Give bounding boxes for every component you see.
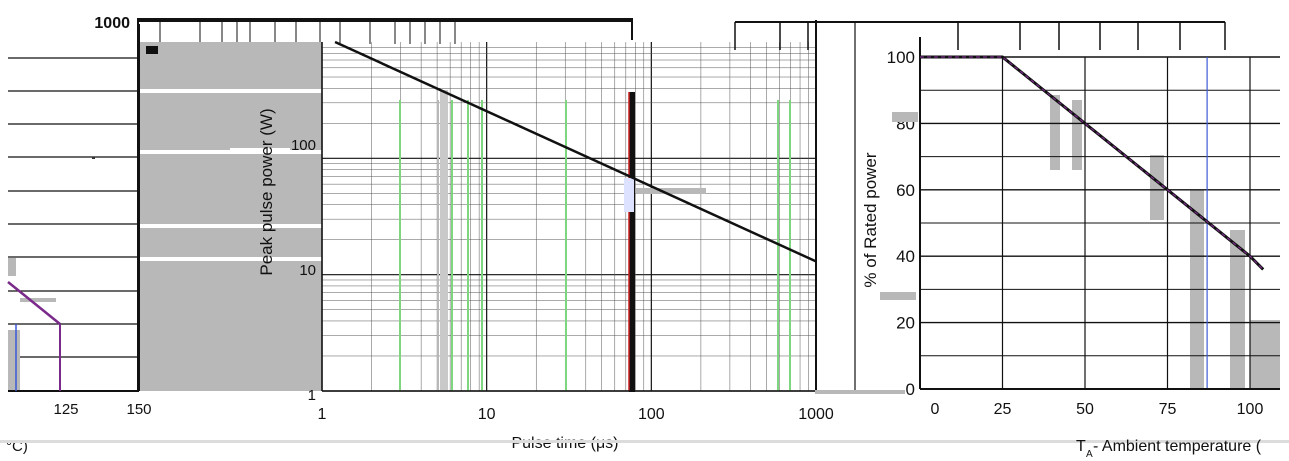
- shaded-block: [1072, 100, 1082, 170]
- x-tick-label: 75: [1159, 401, 1177, 418]
- x-tick-label: 100: [638, 406, 665, 423]
- shaded-block: [815, 390, 905, 394]
- shaded-block: [1230, 230, 1245, 390]
- pulse-power-curve: [334, 40, 817, 263]
- y-tick-label: 1000: [94, 15, 130, 32]
- shaded-block: [8, 258, 16, 276]
- left-derating-chart: 125 150°C): [6, 24, 152, 455]
- white-stripe: [230, 148, 290, 151]
- x-axis-label: T: [1076, 438, 1086, 455]
- shaded-block: [8, 330, 20, 390]
- shaded-region: [140, 42, 322, 391]
- x-tick-label: 150: [126, 401, 151, 418]
- y-axis-label: % of Rated power: [861, 152, 880, 287]
- shaded-block: [1190, 190, 1204, 390]
- shaded-block: [1050, 95, 1060, 170]
- y-tick-label: 100: [291, 137, 316, 154]
- white-stripe: [140, 89, 322, 93]
- x-tick-label: 1000: [798, 406, 834, 423]
- highlight-box: [624, 178, 634, 212]
- bottom-strip: [0, 440, 1289, 443]
- x-axis-label: Pulse time (μs): [511, 435, 618, 452]
- y-tick-label: 20: [896, 314, 915, 333]
- y-tick-label: 40: [896, 247, 915, 266]
- x-tick-label: 0: [931, 401, 940, 418]
- shaded-block: [1150, 155, 1164, 220]
- x-tick-label: 100: [1237, 401, 1264, 418]
- x-tick-label: 25: [994, 401, 1012, 418]
- y-tick-label: 10: [299, 262, 316, 279]
- white-stripe: [140, 257, 322, 261]
- x-tick-label: 10: [478, 406, 496, 423]
- speck: [92, 157, 95, 159]
- x-tick-label: 125: [53, 401, 78, 418]
- shaded-block: [20, 298, 56, 302]
- shaded-block: [880, 292, 916, 300]
- shaded-block: [892, 112, 918, 122]
- x-axis-label-subscript: A: [1086, 449, 1093, 460]
- white-stripe: [140, 150, 322, 154]
- x-axis-label-rest: - Ambient temperature (: [1093, 438, 1262, 455]
- derating-curve-overlay: [920, 56, 1264, 270]
- x-tick-label: 50: [1076, 401, 1094, 418]
- derating-curve: [7, 281, 61, 325]
- derating-curve: [920, 55, 1265, 271]
- top-border: [138, 18, 632, 22]
- shaded-column: [440, 90, 448, 390]
- marker-column: [629, 92, 635, 392]
- shaded-block: [636, 188, 706, 194]
- x-tick-label: 1: [318, 406, 327, 423]
- y-tick-label: 100: [887, 48, 915, 67]
- dark-marker: [146, 46, 158, 54]
- white-stripe: [140, 224, 322, 228]
- y-axis-label: Peak pulse power (W): [257, 108, 276, 275]
- shaded-block: [1250, 320, 1280, 390]
- y-tick-label: 1: [308, 387, 316, 404]
- y-tick-label: 60: [896, 181, 915, 200]
- y-tick-label: 0: [906, 380, 915, 399]
